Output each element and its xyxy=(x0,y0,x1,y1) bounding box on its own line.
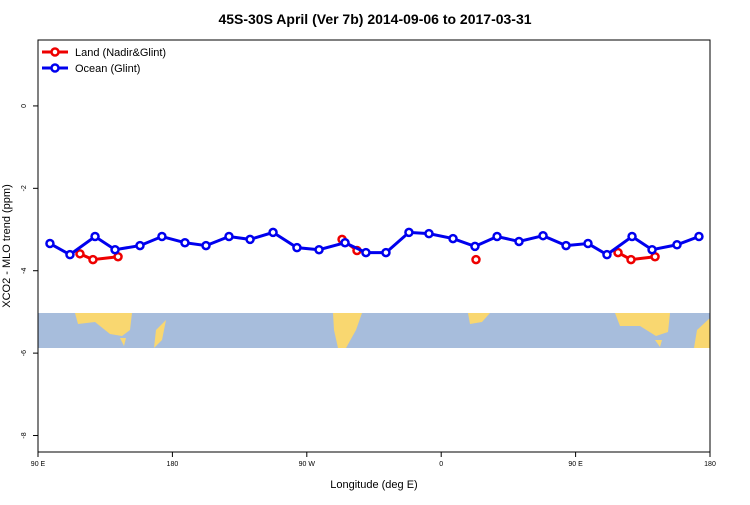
x-tick-label: 90 W xyxy=(299,461,316,468)
point xyxy=(88,254,98,265)
x-tick-label: 90 E xyxy=(31,461,46,468)
x-tick-label: 180 xyxy=(704,461,716,468)
x-tick-label: 180 xyxy=(167,461,179,468)
point xyxy=(448,233,458,244)
map-band xyxy=(38,313,710,348)
x-tick-label: 0 xyxy=(439,461,443,468)
series-line xyxy=(79,252,119,262)
point xyxy=(626,254,636,265)
y-tick-label: -6 xyxy=(21,350,28,356)
point xyxy=(672,240,682,250)
point xyxy=(314,244,324,255)
point xyxy=(110,244,120,255)
point xyxy=(627,231,637,242)
point xyxy=(381,247,391,258)
y-axis-label: XCO2 - MLO trend (ppm) xyxy=(1,184,13,307)
plot-frame xyxy=(37,39,711,453)
y-tick-label: -4 xyxy=(21,268,28,274)
point xyxy=(538,230,548,241)
point xyxy=(424,228,434,239)
point xyxy=(245,234,255,245)
point xyxy=(65,249,75,260)
point xyxy=(694,231,704,242)
x-tick-label: 90 E xyxy=(568,461,583,468)
legend-marker xyxy=(50,47,60,57)
point xyxy=(602,249,612,260)
point xyxy=(470,241,480,252)
chart-title: 45S-30S April (Ver 7b) 2014-09-06 to 201… xyxy=(218,11,531,27)
point xyxy=(224,231,234,242)
series-line xyxy=(49,230,700,257)
legend-label: Land (Nadir&Glint) xyxy=(75,47,166,59)
point xyxy=(45,238,55,249)
y-tick-label: -8 xyxy=(21,432,28,438)
point xyxy=(292,242,302,253)
x-axis-label: Longitude (deg E) xyxy=(330,479,417,491)
point xyxy=(157,231,167,242)
legend-label: Ocean (Glint) xyxy=(75,63,140,75)
y-tick-label: 0 xyxy=(21,104,28,108)
point xyxy=(75,249,85,259)
point xyxy=(514,236,524,247)
point xyxy=(561,240,571,251)
point xyxy=(583,238,593,249)
point xyxy=(180,237,190,248)
y-tick-label: -2 xyxy=(21,185,28,191)
legend-marker xyxy=(50,63,60,73)
point xyxy=(340,237,350,248)
point xyxy=(404,227,414,238)
point xyxy=(90,231,100,242)
point xyxy=(613,247,623,258)
point xyxy=(647,244,657,255)
point xyxy=(135,240,145,251)
point xyxy=(361,247,371,258)
point xyxy=(492,231,502,242)
point xyxy=(471,254,481,265)
point xyxy=(268,227,278,238)
point xyxy=(201,240,211,251)
